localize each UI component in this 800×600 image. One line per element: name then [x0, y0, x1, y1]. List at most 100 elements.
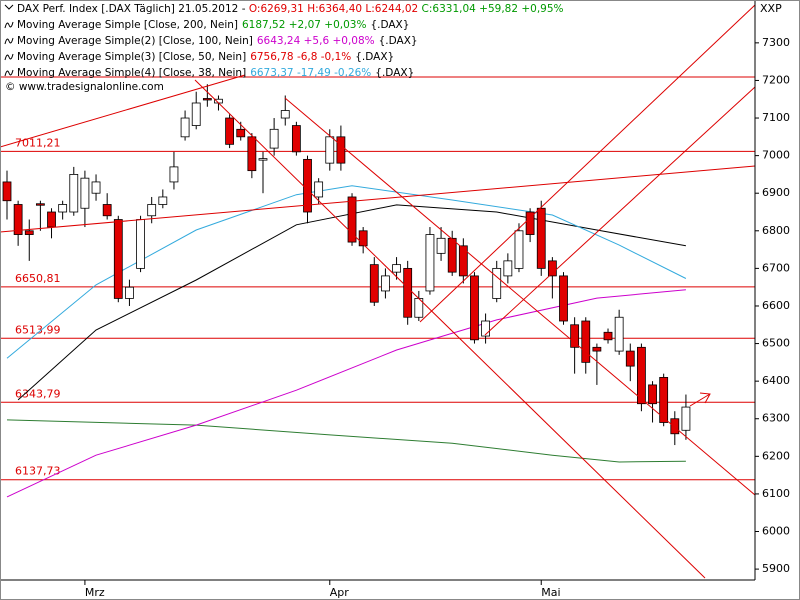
candle-body — [525, 211, 535, 235]
header-part: C:6331,04 +59,82 +0,95% — [422, 3, 564, 15]
header-part: O:6269,31 H:6364,40 L:6244,02 — [249, 3, 422, 15]
candle-body — [581, 320, 591, 363]
candle-body — [625, 350, 635, 367]
copyright: © www.tradesignalonline.com — [5, 81, 164, 93]
y-tick-label: 7200 — [762, 73, 790, 86]
candle-body — [547, 260, 557, 277]
y-tick-label: 7000 — [762, 149, 790, 162]
candle-body — [47, 211, 56, 228]
legend-suffix: {.DAX} — [379, 35, 418, 47]
candle-body — [381, 275, 390, 292]
candle-body — [147, 204, 157, 217]
trend-line — [419, 4, 756, 323]
candle-body — [603, 331, 613, 341]
legend-stat: 6673,37 -17,49 -0,26% — [250, 67, 371, 79]
candles — [2, 84, 691, 446]
candle-body — [191, 102, 201, 126]
candle-body — [13, 204, 23, 235]
candle-body — [102, 204, 112, 217]
level-label: 6513,99 — [15, 323, 61, 336]
candle-body — [470, 275, 479, 341]
candle-body — [403, 267, 413, 318]
candle-body — [80, 177, 90, 209]
levels: 7011,21 6650,81 6513,99 6343,79 6137,73 — [0, 76, 755, 481]
candle-body — [481, 320, 490, 337]
candle-body — [458, 245, 468, 277]
candle-body — [291, 125, 301, 153]
y-tick-label: 6000 — [762, 525, 790, 538]
legend-stat: 6756,78 -6,8 -0,1% — [250, 51, 351, 63]
candle-body — [503, 260, 513, 277]
candle-body — [492, 267, 502, 299]
y-tick-label: 7100 — [762, 111, 790, 124]
header-icon — [4, 4, 14, 10]
y-tick-label: 6200 — [762, 449, 790, 462]
candle-body — [225, 117, 235, 145]
legend-name: Moving Average Simple [Close, 200, Nein] — [17, 19, 238, 31]
trend-line — [0, 165, 756, 233]
legend-suffix: {.DAX} — [375, 67, 414, 79]
ma-line — [6, 185, 687, 359]
trend-line — [0, 74, 246, 148]
header-part: DAX Perf. Index [.DAX Täglich] 21.05.201… — [17, 3, 249, 15]
corner-label: XXP — [760, 2, 782, 15]
candle-body — [637, 346, 646, 405]
candle-body — [91, 181, 101, 194]
candle-body — [280, 110, 290, 119]
candle-body — [336, 136, 346, 164]
candle-body — [158, 196, 168, 205]
y-tick-label: 6500 — [762, 337, 790, 350]
legend-entry: Moving Average Simple(2) [Close, 100, Ne… — [17, 35, 418, 47]
candle-body — [514, 230, 524, 269]
legend-icon — [4, 37, 14, 45]
candle-body — [303, 158, 312, 213]
candle-body — [347, 196, 357, 243]
x-tick-label: Mrz — [85, 586, 105, 599]
candle-body — [24, 230, 34, 235]
moving-averages — [6, 185, 687, 498]
trend-line — [284, 97, 756, 496]
legend-entry: Moving Average Simple [Close, 200, Nein]… — [17, 19, 409, 31]
legend-entry: Moving Average Simple(4) [Close, 38, Nei… — [17, 67, 414, 79]
candle-body — [325, 136, 335, 164]
candle-body — [648, 384, 657, 405]
candle-body — [659, 376, 669, 423]
candle-body — [202, 98, 212, 101]
candle-body — [136, 219, 145, 269]
legend-suffix: {.DAX} — [355, 51, 394, 63]
candle-body — [614, 316, 624, 352]
level-label: 6650,81 — [15, 272, 61, 285]
candle-body — [425, 234, 435, 292]
candle-body — [392, 264, 401, 273]
candle-body — [447, 237, 457, 273]
legend-name: Moving Average Simple(4) [Close, 38, Nei… — [17, 67, 246, 79]
candle-body — [559, 275, 568, 322]
candle-body — [180, 117, 190, 138]
candle-body — [236, 128, 246, 138]
y-tick-label: 6400 — [762, 374, 790, 387]
y-tick-label: 6300 — [762, 412, 790, 425]
candle-body — [670, 418, 680, 435]
arrow — [689, 392, 711, 407]
trend-lines — [0, 4, 756, 579]
candle-body — [58, 204, 68, 213]
level-label: 6343,79 — [15, 387, 61, 400]
candle-body — [125, 286, 134, 299]
candle-body — [314, 181, 324, 198]
candle-body — [2, 181, 12, 202]
candle-body — [113, 219, 123, 299]
candle-body — [269, 128, 279, 149]
candle-body — [258, 158, 268, 161]
candle-body — [369, 264, 379, 303]
candle-body — [247, 136, 257, 172]
legend-icon — [4, 21, 14, 29]
x-tick-label: Mai — [541, 586, 560, 599]
level-label: 7011,21 — [15, 136, 61, 149]
y-tick-label: 7300 — [762, 36, 790, 49]
candle-body — [169, 166, 179, 183]
ma-line — [6, 289, 686, 498]
candle-body — [35, 203, 45, 206]
y-tick-label: 6800 — [762, 224, 790, 237]
candle-body — [681, 406, 691, 431]
